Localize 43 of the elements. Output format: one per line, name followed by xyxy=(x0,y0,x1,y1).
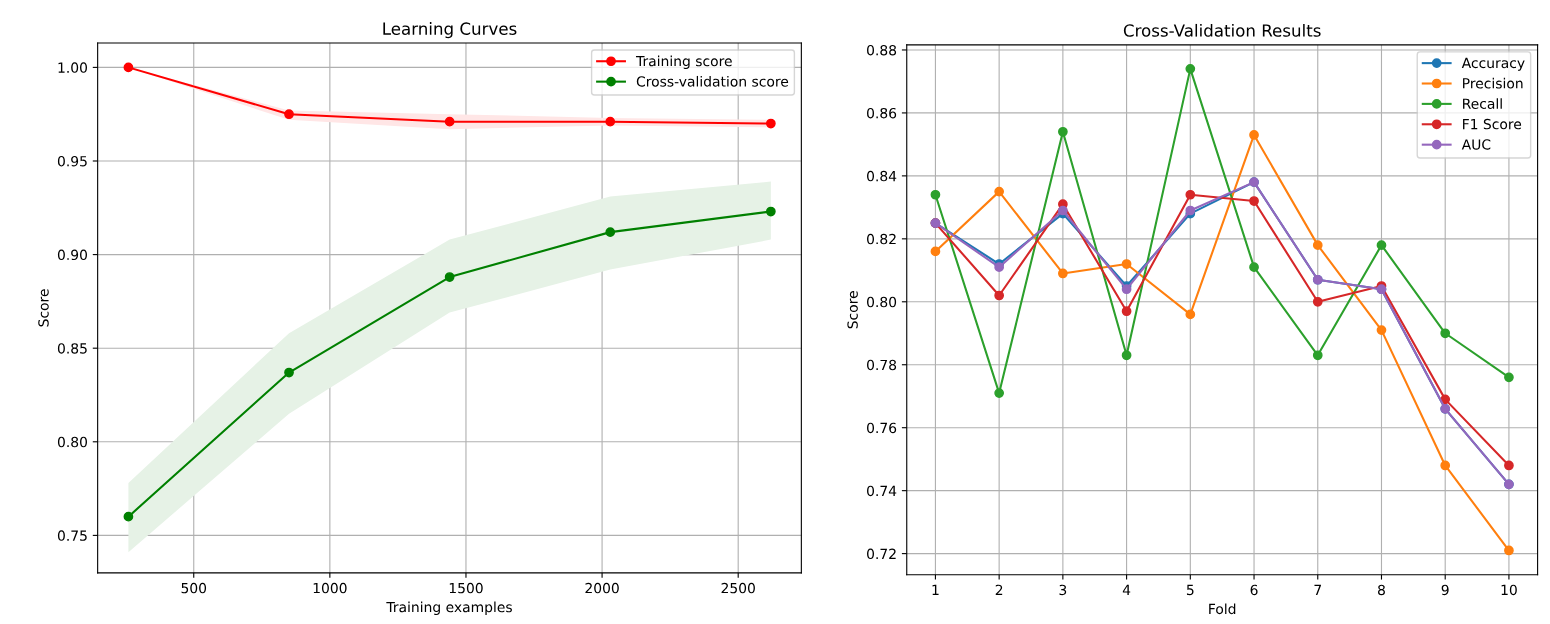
legend-label: Recall xyxy=(1463,98,1502,109)
x-tick-label: 9 xyxy=(1441,584,1449,596)
y-tick-label: 0.85 xyxy=(57,343,87,354)
x-tick-label: 6 xyxy=(1250,584,1258,596)
y-tick-label: 0.76 xyxy=(867,422,897,434)
x-tick-label: 1 xyxy=(932,584,939,595)
legend-label: Cross-validation score xyxy=(636,75,789,87)
x-tick-label: 8 xyxy=(1378,584,1385,596)
x-tick-label: 2 xyxy=(995,584,1003,595)
y-tick-label: 0.86 xyxy=(867,107,897,119)
y-tick-label: 0.90 xyxy=(57,249,88,261)
x-tick-label: 1500 xyxy=(449,582,483,594)
y-tick-label: 0.88 xyxy=(867,44,897,56)
legend-label: Precision xyxy=(1463,77,1523,89)
y-tick-label: 0.84 xyxy=(867,170,897,182)
y-tick-label: 0.75 xyxy=(57,530,87,541)
y-tick-label: 0.78 xyxy=(867,359,897,371)
y-axis-title: Score xyxy=(847,291,858,329)
y-tick-label: 0.82 xyxy=(867,233,896,245)
y-axis-title: Score xyxy=(38,289,49,327)
x-tick-label: 500 xyxy=(181,582,207,594)
legend-label: F1 Score xyxy=(1463,118,1522,130)
y-tick-label: 1.00 xyxy=(58,62,88,73)
y-tick-label: 0.72 xyxy=(867,548,896,560)
x-axis-title: Training examples xyxy=(386,601,512,615)
x-tick-label: 3 xyxy=(1059,584,1067,596)
legend-label: Training score xyxy=(635,55,732,69)
x-tick-label: 10 xyxy=(1501,584,1517,596)
y-tick-label: 0.95 xyxy=(57,155,87,167)
chart-title: Learning Curves xyxy=(383,22,517,39)
x-axis-title: Fold xyxy=(1209,603,1236,615)
legend-label: Accuracy xyxy=(1461,57,1525,71)
x-tick-label: 2000 xyxy=(585,582,619,594)
x-tick-label: 7 xyxy=(1314,584,1321,595)
y-tick-label: 0.74 xyxy=(867,485,897,497)
chart-title: Cross-Validation Results xyxy=(1123,23,1321,37)
x-tick-label: 1000 xyxy=(313,582,347,594)
x-tick-label: 5 xyxy=(1186,584,1194,596)
y-tick-label: 0.80 xyxy=(57,436,88,448)
y-tick-label: 0.80 xyxy=(867,296,897,308)
x-tick-label: 4 xyxy=(1122,584,1131,595)
legend-label: AUC xyxy=(1461,139,1491,150)
x-tick-label: 2500 xyxy=(721,582,755,594)
